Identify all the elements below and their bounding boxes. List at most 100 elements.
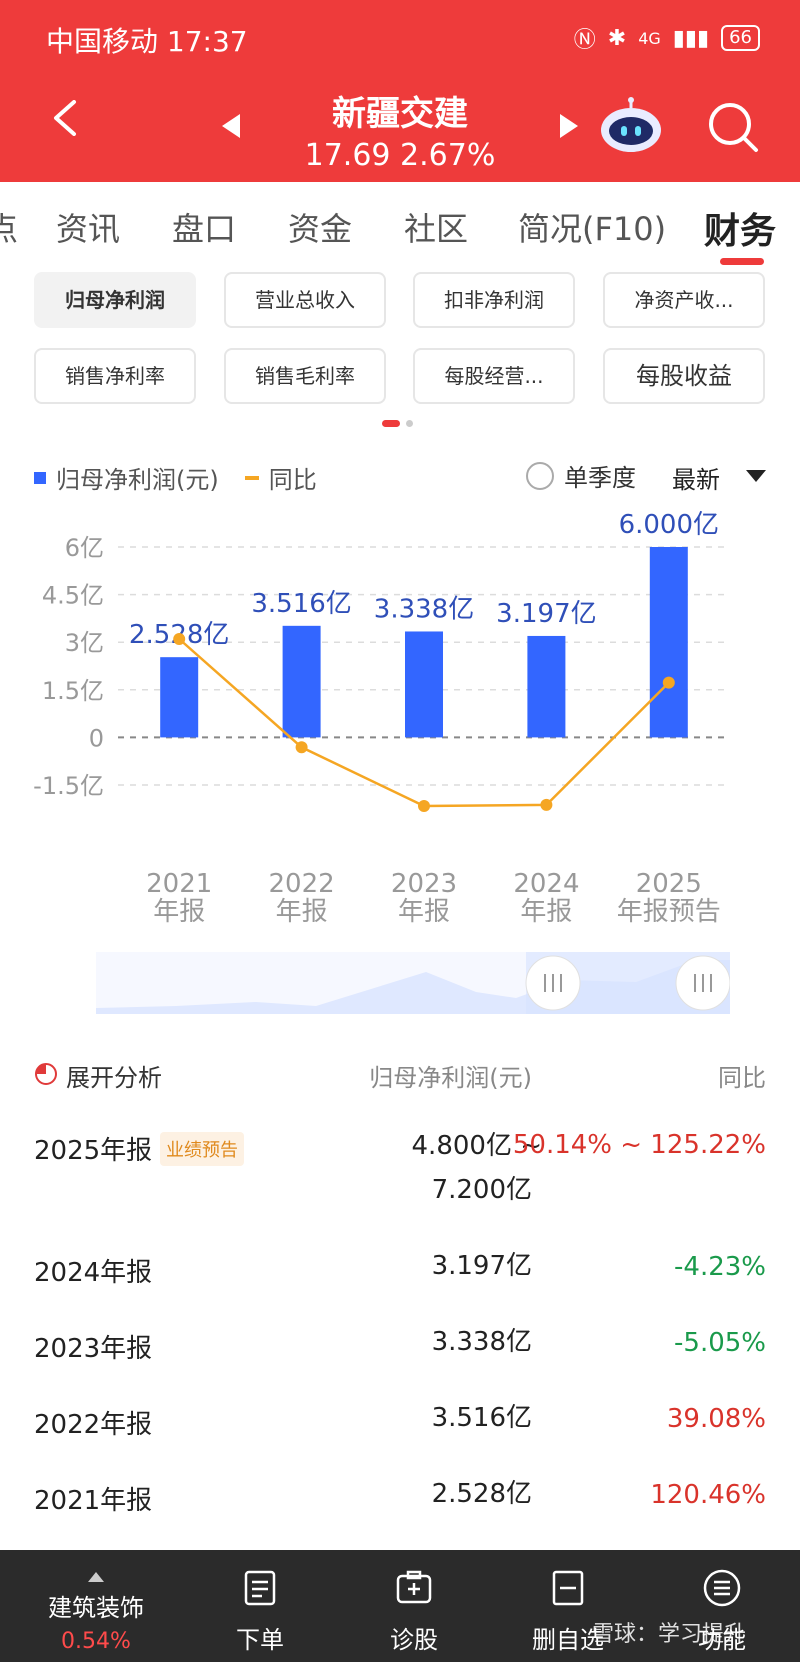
back-icon[interactable] — [48, 100, 84, 136]
order-button[interactable]: 下单 — [210, 1568, 310, 1655]
yoy-point — [173, 633, 186, 645]
x-tick-label-type: 年报 — [398, 897, 450, 927]
prev-stock-icon[interactable] — [222, 114, 240, 138]
bar-value-label: 3.338亿 — [374, 594, 474, 624]
sector-indicator[interactable]: 建筑装饰 0.54% — [36, 1572, 156, 1654]
tab-community[interactable]: 社区 — [404, 210, 469, 248]
order-label: 下单 — [236, 1626, 284, 1654]
yoy-point — [418, 800, 430, 812]
menu-icon — [703, 1569, 741, 1607]
net-profit-chart: 6亿4.5亿3亿1.5亿0-1.5亿2.528亿3.516亿3.338亿3.19… — [33, 510, 730, 927]
remove-watchlist-button[interactable]: 删自选 — [518, 1568, 618, 1655]
metric-net-profit[interactable]: 归母净利润 — [34, 272, 196, 328]
signal-icon: 4G — [638, 28, 661, 48]
tab-news[interactable]: 资讯 — [56, 210, 121, 248]
metric-roe[interactable]: 净资产收... — [603, 272, 765, 328]
order-icon — [244, 1570, 276, 1606]
radio-icon[interactable] — [526, 461, 554, 490]
bar-value-label: 3.516亿 — [251, 589, 351, 619]
single-quarter-toggle[interactable]: 单季度 — [526, 458, 636, 493]
x-tick-label-year: 2022 — [269, 869, 335, 899]
tab-f10[interactable]: 简况(F10) — [518, 210, 667, 248]
header-bar: 中国移动 17:37 Ⓝ ✱ 4G ▮▮▮ 66 新疆交建 17.69 2.67… — [0, 0, 800, 182]
watermark-text: 雪球：学习提升 — [592, 1622, 747, 1647]
x-tick-label-type: 年报预告 — [617, 897, 721, 927]
pie-chart-icon[interactable] — [34, 1062, 58, 1086]
row-value: 3.197亿 — [431, 1251, 532, 1281]
row-value-range-start: 4.800亿 ~ — [411, 1131, 542, 1161]
metric-net-margin[interactable]: 销售净利率 — [34, 348, 196, 404]
metric-gross-margin[interactable]: 销售毛利率 — [224, 348, 386, 404]
tab-orderbook[interactable]: 盘口 — [172, 210, 237, 248]
metric-eps[interactable]: 每股收益 — [603, 348, 765, 404]
y-tick-label: 1.5亿 — [42, 677, 104, 705]
expand-up-icon[interactable] — [88, 1572, 104, 1582]
bar — [405, 631, 443, 738]
yoy-point — [295, 741, 308, 754]
row-period: 2021年报 — [34, 1486, 153, 1516]
status-icons: Ⓝ ✱ 4G ▮▮▮ 66 — [574, 22, 760, 54]
expand-analysis-link[interactable]: 展开分析 — [66, 1064, 162, 1092]
bluetooth-icon: ✱ — [607, 25, 627, 51]
function-button[interactable]: 功能 — [672, 1568, 772, 1655]
row-value: 3.516亿 — [431, 1403, 532, 1433]
x-tick-label-year: 2023 — [391, 869, 457, 899]
chart-range-scroller[interactable] — [96, 952, 730, 1014]
tab-finance[interactable]: 财务 — [704, 211, 777, 252]
search-icon[interactable] — [706, 100, 760, 154]
bar-value-label: 3.197亿 — [496, 599, 596, 629]
row-period: 2025年报 — [34, 1136, 153, 1166]
active-tab-indicator — [720, 258, 764, 265]
signal-bars-icon: ▮▮▮ — [672, 25, 710, 51]
legend-series1: 归母净利润(元) — [56, 466, 219, 494]
bar — [282, 625, 321, 738]
remove-watchlist-label: 删自选 — [532, 1626, 604, 1654]
x-tick-label-year: 2025 — [636, 869, 702, 899]
chevron-down-icon[interactable] — [746, 470, 766, 482]
x-tick-label-type: 年报 — [153, 897, 205, 927]
y-tick-label: 4.5亿 — [42, 582, 104, 610]
x-tick-label-type: 年报 — [276, 897, 328, 927]
stock-title: 新疆交建 — [332, 94, 468, 134]
row-value: 3.338亿 — [431, 1327, 532, 1357]
legend-bar-swatch — [34, 471, 46, 484]
col-header-yoy: 同比 — [718, 1064, 766, 1092]
diagnose-label: 诊股 — [390, 1626, 438, 1654]
robot-assistant-icon[interactable] — [596, 96, 666, 154]
row-period: 2022年报 — [34, 1410, 153, 1440]
forecast-badge: 业绩预告 — [160, 1132, 244, 1166]
yoy-point — [540, 798, 553, 811]
nfc-icon: Ⓝ — [573, 28, 596, 53]
row-yoy: 120.46% — [650, 1480, 766, 1510]
bar-value-label: 6.000亿 — [619, 510, 719, 540]
row-value-range-end: 7.200亿 — [431, 1175, 532, 1205]
latest-dropdown[interactable]: 最新 — [672, 466, 720, 494]
bottom-action-bar: 建筑装饰 0.54% 下单 诊股 删自选 — [0, 1550, 800, 1662]
bar — [527, 635, 566, 738]
single-quarter-label: 单季度 — [564, 464, 636, 492]
page-indicator — [382, 420, 413, 427]
next-stock-icon[interactable] — [560, 114, 578, 138]
tab-capital[interactable]: 资金 — [288, 210, 353, 248]
metric-deducted-profit[interactable]: 扣非净利润 — [413, 272, 575, 328]
page-dot — [406, 420, 413, 427]
legend-line-swatch — [244, 475, 259, 480]
scroller-right-handle[interactable] — [675, 955, 730, 1011]
sector-pct: 0.54% — [61, 1629, 131, 1654]
scroller-left-handle[interactable] — [525, 955, 581, 1011]
row-period: 2023年报 — [34, 1334, 153, 1364]
bar — [649, 547, 688, 738]
row-yoy-range: 50.14% ~ 125.22% — [512, 1130, 766, 1160]
tab-partial[interactable]: 点 — [0, 210, 19, 248]
row-period: 2024年报 — [34, 1258, 153, 1288]
page-dot-active — [382, 420, 400, 427]
metric-revenue[interactable]: 营业总收入 — [224, 272, 386, 328]
bar — [160, 657, 199, 738]
legend-series2: 同比 — [268, 466, 317, 494]
diagnose-button[interactable]: 诊股 — [364, 1568, 464, 1655]
function-label: 功能 — [698, 1626, 746, 1654]
diagnose-icon — [396, 1570, 432, 1604]
battery-icon: 66 — [721, 25, 760, 51]
y-tick-label: 3亿 — [65, 629, 104, 657]
metric-ocf-per-share[interactable]: 每股经营... — [413, 348, 575, 404]
